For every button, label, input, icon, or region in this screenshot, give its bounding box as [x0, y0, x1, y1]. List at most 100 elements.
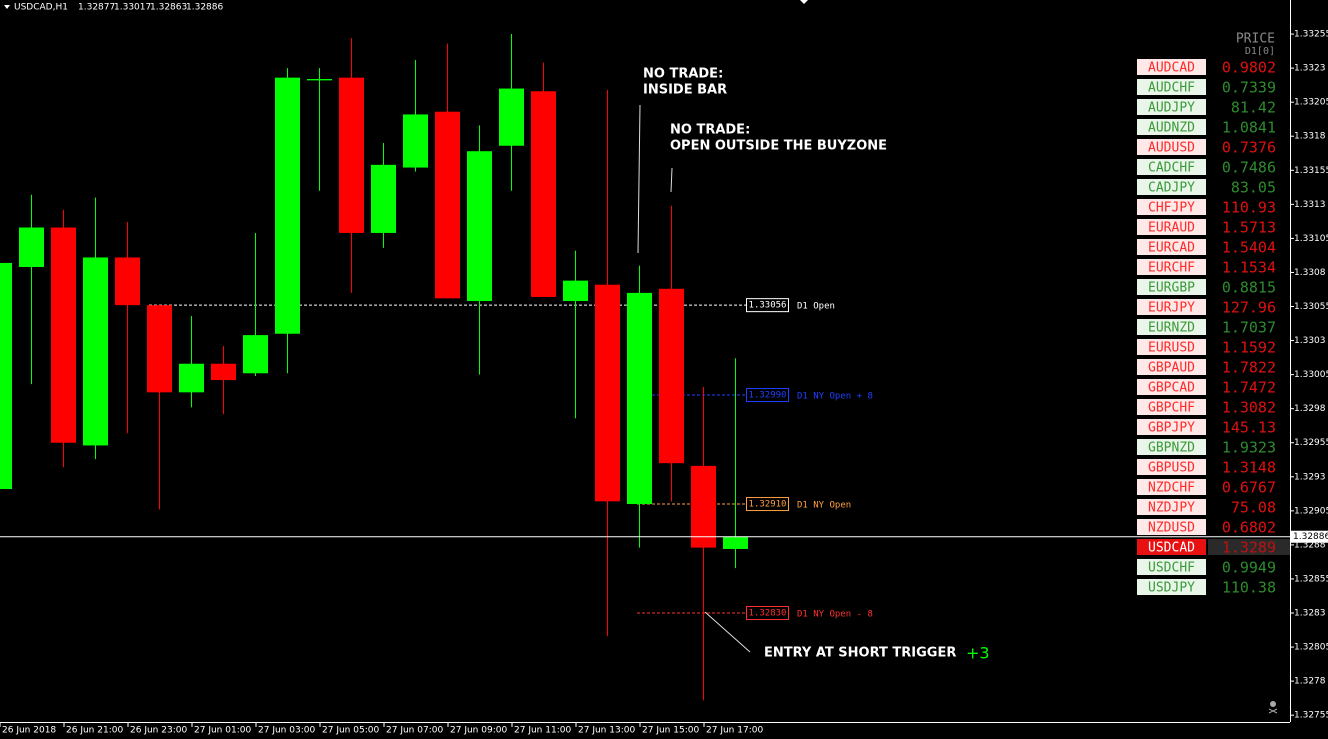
y-tick-label: 1.33005 [1294, 370, 1328, 380]
level-value: 1.32910 [749, 500, 787, 510]
candle-body [51, 227, 76, 443]
price: 75.08 [1231, 499, 1276, 517]
symbol-cell [1137, 579, 1206, 595]
level-box [746, 388, 789, 403]
symbol-cell [1137, 399, 1206, 415]
y-tick-label: 1.32855 [1294, 574, 1328, 584]
symbol-cell [1137, 559, 1206, 575]
symbol: EURUSD [1148, 341, 1195, 356]
candle-body [115, 257, 140, 306]
x-tick-label: 27 Jun 03:00 [258, 726, 315, 736]
y-tick-label: 1.3303 [1294, 336, 1326, 346]
symbol-cell [1137, 59, 1206, 75]
price: 0.7486 [1222, 159, 1276, 177]
x-tick-label: 27 Jun 01:00 [194, 726, 251, 736]
candle-body [691, 465, 716, 548]
ohlc-value: 1.32886 [186, 3, 223, 13]
y-tick-label: 1.3298 [1294, 404, 1326, 414]
candle-body [339, 77, 364, 233]
symbol: NZDJPY [1148, 501, 1195, 516]
price-cell [1208, 539, 1290, 555]
symbol: CADJPY [1148, 181, 1195, 196]
price: 0.9949 [1222, 559, 1276, 577]
symbol-cell [1137, 519, 1206, 535]
candle-body [659, 288, 684, 464]
x-tick-label: 26 Jun 23:00 [130, 726, 187, 736]
symbol: EURGBP [1148, 281, 1195, 296]
symbol: NZDCHF [1148, 481, 1195, 496]
annotation: NO TRADE: [670, 123, 750, 138]
y-tick-label: 1.3308 [1294, 268, 1326, 278]
candle-body [531, 91, 556, 297]
symbol-cell [1137, 539, 1206, 555]
y-tick-label: 1.33205 [1294, 98, 1328, 108]
candle-body [595, 284, 620, 502]
symbol-cell [1137, 239, 1206, 255]
symbol: CADCHF [1148, 161, 1195, 176]
candle-body [0, 262, 12, 490]
price: 110.38 [1222, 579, 1276, 597]
symbol: GBPUSD [1148, 461, 1195, 476]
annotation: OPEN OUTSIDE THE BUYZONE [670, 139, 887, 154]
candle-body [19, 227, 44, 268]
symbol: USDCAD [1148, 541, 1195, 556]
y-tick-label: 1.3288 [1294, 540, 1326, 550]
symbol-cell [1137, 99, 1206, 115]
symbol: EURAUD [1148, 221, 1195, 236]
symbol: EURCHF [1148, 261, 1195, 276]
y-tick-label: 1.33155 [1294, 166, 1328, 176]
annotation-pointer [704, 611, 751, 653]
price: 1.7472 [1222, 379, 1276, 397]
level-label: D1 Open [797, 302, 835, 312]
candle-body [435, 111, 460, 299]
y-tick-label: 1.3318 [1294, 132, 1326, 142]
chart-title: USDCAD,H1 [14, 3, 68, 13]
y-tick-label: 1.32955 [1294, 438, 1328, 448]
symbol-cell [1137, 119, 1206, 135]
candle-body [211, 363, 236, 381]
candle-body [275, 77, 300, 334]
skull-icon [1268, 701, 1278, 714]
price: 1.1592 [1222, 339, 1276, 357]
symbol-cell [1137, 159, 1206, 175]
y-tick-label: 1.33055 [1294, 302, 1328, 312]
symbol-cell [1137, 359, 1206, 375]
ohlc-value: 1.32863 [150, 3, 187, 13]
y-tick-label: 1.3323 [1294, 64, 1326, 74]
price: 83.05 [1231, 179, 1276, 197]
level-box [746, 298, 789, 313]
symbol-cell [1137, 179, 1206, 195]
annotation: INSIDE BAR [643, 83, 727, 98]
current-price-label: 1.32886 [1293, 532, 1328, 542]
symbol-cell [1137, 479, 1206, 495]
candle-body [371, 164, 396, 233]
x-tick-label: 27 Jun 13:00 [578, 726, 635, 736]
panel-header: PRICE [1236, 32, 1275, 47]
y-tick-label: 1.3293 [1294, 472, 1326, 482]
annotation: ENTRY AT SHORT TRIGGER [764, 646, 956, 661]
symbol-cell [1137, 139, 1206, 155]
symbol-cell [1137, 339, 1206, 355]
candle-body [403, 114, 428, 168]
symbol-cell [1137, 79, 1206, 95]
x-tick-label: 27 Jun 15:00 [642, 726, 699, 736]
symbol: EURNZD [1148, 321, 1195, 336]
price: 81.42 [1231, 99, 1276, 117]
y-tick-label: 1.33255 [1294, 30, 1328, 40]
symbol-cell [1137, 259, 1206, 275]
candle-body [563, 280, 588, 302]
y-tick-label: 1.3313 [1294, 200, 1326, 210]
candle-body [307, 79, 332, 81]
y-tick-label: 1.32805 [1294, 643, 1328, 653]
level-label: D1 NY Open [797, 501, 851, 511]
symbol-cell [1137, 379, 1206, 395]
x-tick-label: 27 Jun 17:00 [706, 726, 763, 736]
candle-body [179, 363, 204, 393]
price: 127.96 [1222, 299, 1276, 317]
symbol: AUDUSD [1148, 141, 1195, 156]
menu-arrow[interactable] [4, 5, 10, 9]
level-label: D1 NY Open + 8 [797, 392, 873, 402]
